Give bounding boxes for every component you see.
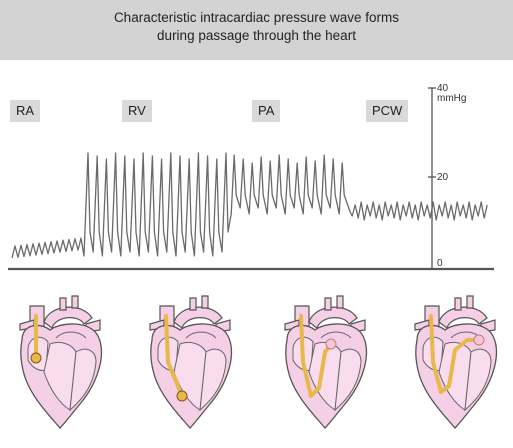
title-line-1: Characteristic intracardiac pressure wav…: [113, 10, 400, 25]
pressure-trace: [11, 152, 488, 259]
catheter-pcw: [429, 314, 481, 394]
catheter-pa: [299, 314, 333, 398]
label-ra: RA: [10, 100, 41, 122]
label-pcw: PCW: [366, 100, 409, 122]
heart-ra-shape: [19, 295, 103, 429]
catheter-tip-pcw: [473, 334, 485, 346]
heart-pcw-shape: [414, 295, 498, 429]
header-bar: Characteristic intracardiac pressure wav…: [0, 0, 513, 60]
heart-pa: [284, 295, 368, 429]
axis-label-unit: mmHg: [437, 93, 466, 104]
heart-pa-shape: [284, 295, 368, 429]
title-line-2: during passage through the heart: [157, 28, 356, 43]
heart-ra: [19, 295, 103, 429]
label-rv: RV: [122, 100, 152, 122]
label-pa: PA: [252, 100, 281, 122]
axis-label-0: 0: [437, 258, 443, 269]
catheter-rv: [164, 314, 184, 398]
catheter-tip-ra: [30, 352, 42, 364]
heart-pcw: [414, 295, 498, 429]
heart-rv-shape: [149, 295, 233, 429]
axis-label-20: 20: [437, 172, 449, 183]
axis-label-40: 40: [437, 83, 449, 94]
heart-rv: [149, 295, 233, 429]
catheter-tip-pa: [325, 338, 337, 350]
catheter-tip-rv: [176, 390, 188, 402]
